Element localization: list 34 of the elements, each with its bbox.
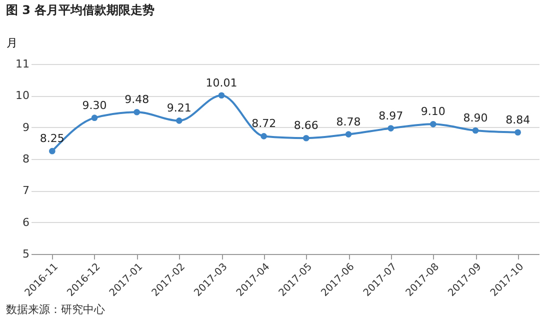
text: 8.72	[252, 117, 276, 130]
text: 9.48	[124, 93, 150, 106]
point	[388, 125, 394, 132]
y-tick-label: 7	[22, 184, 30, 198]
point	[430, 121, 436, 128]
text: 9.30	[82, 98, 107, 112]
text: 8.78	[336, 115, 361, 128]
text: 10.01	[206, 76, 238, 90]
point	[176, 118, 182, 124]
y-axis-title: 月	[6, 36, 18, 50]
point	[218, 92, 225, 99]
chart-title: 图 3 各月平均借款期限走势	[6, 3, 155, 17]
text: 8.90	[463, 112, 488, 124]
text: 8.97	[378, 109, 404, 122]
point	[303, 134, 310, 142]
text: 8.84	[506, 113, 530, 126]
text: 8.25	[40, 132, 64, 146]
point	[134, 108, 140, 116]
point	[260, 133, 267, 140]
y-tick-label: 11	[16, 58, 30, 70]
point	[91, 114, 98, 121]
text: 8.66	[294, 119, 318, 132]
y-tick-label: 8	[22, 152, 30, 166]
text: 9.10	[420, 105, 446, 118]
text: 9.21	[166, 102, 192, 115]
source-note: 数据来源：研究中心	[5, 302, 106, 318]
y-tick-label: 9	[22, 120, 30, 134]
y-tick-label: 5	[22, 248, 30, 260]
y-tick-label: 10	[16, 89, 30, 102]
point	[345, 131, 352, 138]
point	[514, 129, 521, 136]
point	[472, 127, 479, 134]
point	[49, 148, 56, 154]
y-tick-label: 6	[22, 216, 30, 229]
